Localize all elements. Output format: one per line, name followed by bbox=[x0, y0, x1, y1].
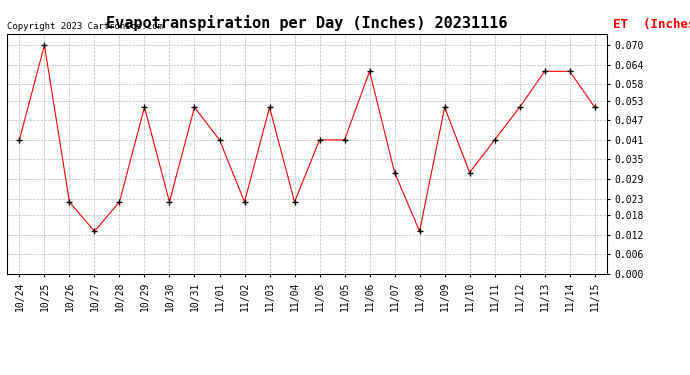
Title: Evapotranspiration per Day (Inches) 20231116: Evapotranspiration per Day (Inches) 2023… bbox=[106, 15, 508, 31]
Text: ET  (Inches): ET (Inches) bbox=[613, 18, 690, 32]
Text: Copyright 2023 Cartronics.com: Copyright 2023 Cartronics.com bbox=[7, 22, 163, 32]
